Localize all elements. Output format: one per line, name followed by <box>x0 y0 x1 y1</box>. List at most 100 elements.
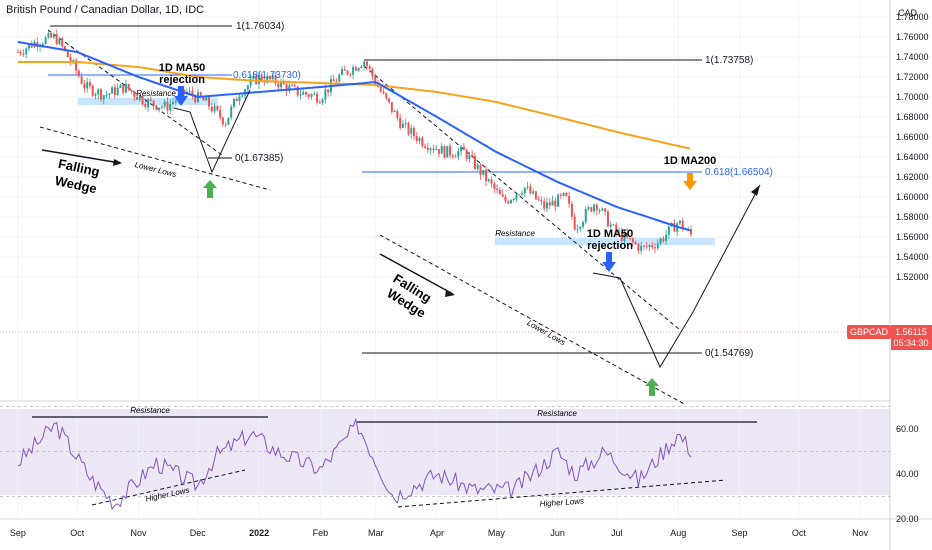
candle-body <box>540 200 543 202</box>
candle-body <box>437 149 440 154</box>
fib618-right-label: 0.618(1.66504) <box>705 167 773 178</box>
rsi-higher-lows-right[interactable] <box>397 479 727 508</box>
rsi-line[interactable] <box>17 417 692 511</box>
candle-body <box>246 85 249 90</box>
y-tick-label: 1.62000 <box>896 172 929 182</box>
candle-body <box>460 146 463 152</box>
x-tick-label: Nov <box>852 528 869 538</box>
candle-body <box>468 154 471 159</box>
right-projection[interactable] <box>592 184 761 369</box>
candle-body <box>631 238 634 243</box>
y-tick-label: 1.70000 <box>896 92 929 102</box>
countdown-label: 05:34:30 <box>893 338 928 348</box>
candle-body <box>119 84 122 88</box>
candle-body <box>158 107 161 110</box>
candle-body <box>512 198 515 200</box>
x-tick-label: Mar <box>368 528 384 538</box>
candle-body <box>199 92 202 98</box>
candle-body <box>642 245 645 247</box>
rsi-level-lines <box>0 406 890 497</box>
candle-body <box>321 99 324 103</box>
candle-body <box>515 194 518 199</box>
rsi-tick-label: 60.00 <box>896 424 919 434</box>
fib618-left-label: 0.618(1.73730) <box>233 70 301 81</box>
candle-body <box>598 210 601 212</box>
candle-body <box>30 43 33 48</box>
rsi-higher-lows-left[interactable] <box>91 469 246 506</box>
y-tick-label: 1.56000 <box>896 232 929 242</box>
candle-body <box>22 53 25 55</box>
candle-body <box>346 70 349 75</box>
grid <box>0 0 890 519</box>
candle-body <box>293 85 296 87</box>
candle-body <box>429 148 432 151</box>
candle-body <box>27 43 30 49</box>
candle-body <box>310 94 313 97</box>
candle-body <box>138 95 141 100</box>
candle-body <box>357 68 360 71</box>
candle-body <box>548 202 551 206</box>
candle-body <box>485 170 488 182</box>
x-tick-label: Apr <box>430 528 444 538</box>
candle-body <box>568 195 571 204</box>
candle-body <box>19 52 22 54</box>
wedge-arrow-left <box>41 149 121 164</box>
candle-body <box>268 75 271 80</box>
last-price-label: 1.56115 <box>895 327 927 337</box>
candle-body <box>44 37 47 44</box>
wedge-left-lower[interactable] <box>39 126 271 191</box>
candle-body <box>371 68 374 77</box>
left-projection[interactable] <box>173 89 251 174</box>
candle-body <box>340 69 343 75</box>
candle-body <box>654 247 657 249</box>
y-tick-label: 1.58000 <box>896 212 929 222</box>
candle-body <box>260 74 263 81</box>
price-pane[interactable] <box>0 0 890 400</box>
candle-body <box>410 128 413 135</box>
wedge-right-lower[interactable] <box>379 234 687 406</box>
candle-body <box>266 75 269 83</box>
candle-body <box>565 192 568 196</box>
candle-body <box>133 91 136 97</box>
candle-body <box>617 231 620 233</box>
rsi-scale[interactable]: 60.00 40.00 20.00 <box>896 424 919 524</box>
candle-body <box>111 87 114 94</box>
candle-body <box>551 200 554 206</box>
candle-body <box>446 146 449 158</box>
candle-body <box>604 208 607 212</box>
candle-body <box>490 179 493 184</box>
candle-body <box>80 76 83 84</box>
wedge-arrow-right <box>379 253 454 295</box>
x-tick-label: Sep <box>10 528 26 538</box>
candle-body <box>573 216 576 230</box>
candle-body <box>144 104 147 108</box>
candle-body <box>595 204 598 211</box>
candle-body <box>102 95 105 100</box>
candle-body <box>529 186 532 194</box>
rsi-resistance-label-right: Resistance <box>537 409 577 418</box>
candle-body <box>100 89 103 100</box>
candle-body <box>66 50 69 58</box>
candle-body <box>172 102 175 104</box>
price-badge[interactable]: GBPCAD 1.56115 05:34:30 <box>847 325 932 350</box>
candle-body <box>338 74 341 82</box>
y-tick-label: 1.78000 <box>896 12 929 22</box>
candle-body <box>224 124 227 126</box>
candle-body <box>304 92 307 95</box>
candle-body <box>69 57 72 62</box>
ma50-line[interactable] <box>17 41 691 232</box>
candle-body <box>432 148 435 150</box>
candle-body <box>435 149 438 151</box>
ma50-left-label-b: rejection <box>159 74 205 86</box>
candle-body <box>476 164 479 169</box>
candle-body <box>216 106 219 110</box>
candle-body <box>457 151 460 157</box>
candle-body <box>651 245 654 248</box>
wedge-right-upper[interactable] <box>363 65 681 331</box>
rsi-higher-lows-label-right: Higher Lows <box>539 496 584 508</box>
time-scale[interactable]: Sep Oct Nov Dec 2022 Feb Mar Apr May Jun Jul Aug Sep… <box>10 528 869 538</box>
price-scale[interactable]: 1.78000 1.76000 1.74000 1.72000 1.70000 1.680… <box>896 12 929 282</box>
candle-body <box>94 94 97 96</box>
candle-body <box>318 102 321 104</box>
